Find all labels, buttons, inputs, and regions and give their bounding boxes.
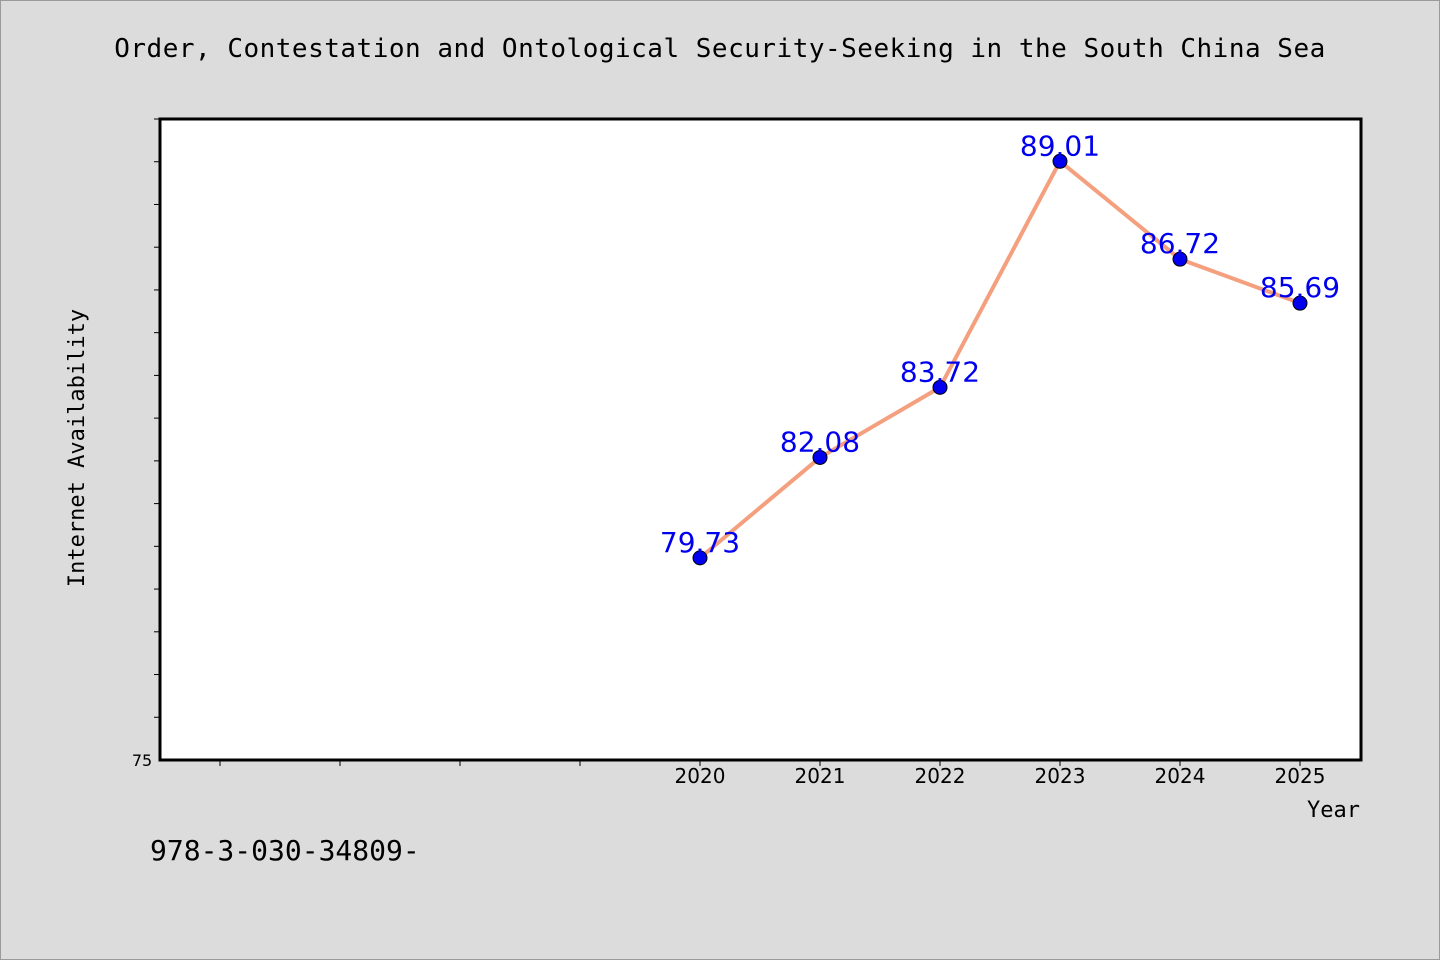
data-label: 82.08 xyxy=(780,425,860,458)
plot-area xyxy=(158,117,1363,762)
x-tick-label: 2023 xyxy=(1035,764,1086,788)
data-label: 85.69 xyxy=(1260,271,1340,304)
data-point xyxy=(1052,153,1068,169)
y-tick-label: 75 xyxy=(132,751,152,770)
data-label: 89.01 xyxy=(1020,129,1100,162)
data-label: 79.73 xyxy=(660,526,740,559)
x-tick-label: 2025 xyxy=(1275,764,1326,788)
series-line-group xyxy=(698,159,1302,560)
x-tick-labels: 2020 2021 2022 2023 2024 2025 xyxy=(675,764,1326,788)
x-tick-label: 2021 xyxy=(795,764,846,788)
x-axis-ticks xyxy=(219,760,1301,766)
data-labels: 79.73 82.08 83.72 89.01 86.72 85.69 xyxy=(660,129,1340,559)
x-tick-label: 2022 xyxy=(915,764,966,788)
data-label: 86.72 xyxy=(1140,227,1220,260)
data-markers xyxy=(692,153,1308,566)
series-line xyxy=(698,159,1302,560)
x-tick-label: 2024 xyxy=(1155,764,1206,788)
footer-note: 978-3-030-34809- xyxy=(150,834,420,867)
data-point xyxy=(932,379,948,395)
y-axis-label: Internet Availability xyxy=(65,309,90,587)
x-axis-label: Year xyxy=(1307,798,1360,823)
y-axis-ticks xyxy=(154,118,160,718)
data-label: 83.72 xyxy=(900,355,980,388)
chart-title: Order, Contestation and Ontological Secu… xyxy=(114,34,1326,64)
data-point xyxy=(1292,295,1308,311)
data-point xyxy=(1172,251,1188,267)
x-tick-label: 2020 xyxy=(675,764,726,788)
data-point xyxy=(692,550,708,566)
data-point xyxy=(812,449,828,465)
